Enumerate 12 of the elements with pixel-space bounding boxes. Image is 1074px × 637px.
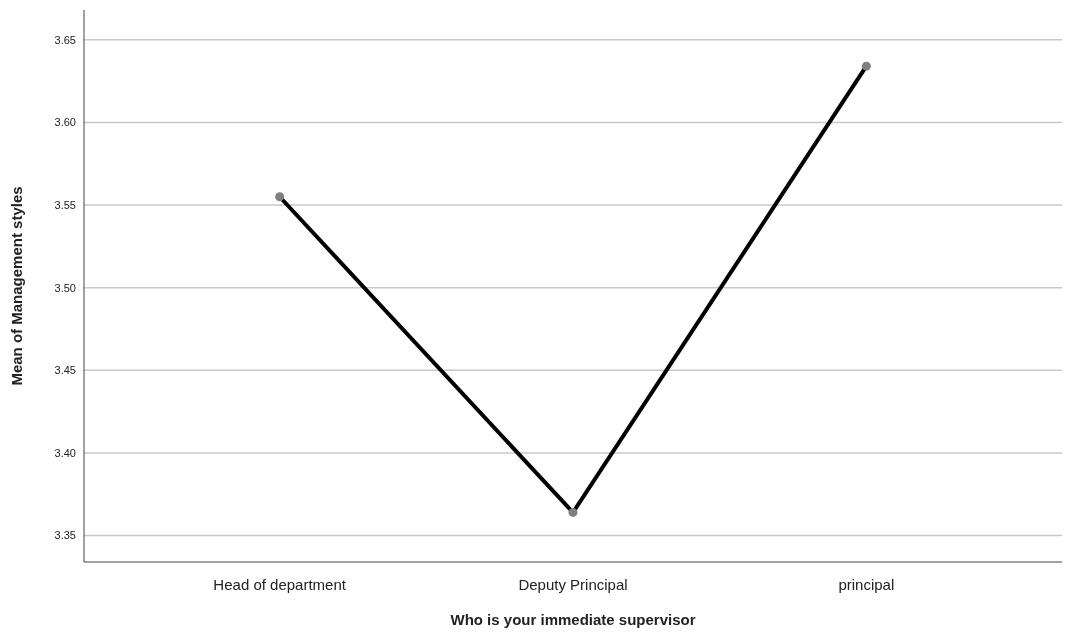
y-tick-label: 3.60 (54, 116, 76, 129)
x-tick-label: Head of department (213, 576, 347, 593)
y-axis-title: Mean of Management styles (8, 186, 25, 386)
y-tick-label: 3.45 (54, 364, 76, 377)
y-tick-label: 3.65 (54, 33, 76, 46)
y-tick-label: 3.50 (54, 281, 76, 294)
x-axis-title: Who is your immediate supervisor (450, 611, 696, 628)
x-tick-label: principal (838, 576, 895, 593)
y-tick-label: 3.35 (54, 529, 76, 542)
y-tick-label: 3.55 (54, 198, 76, 211)
y-tick-label: 3.40 (54, 446, 76, 459)
x-tick-label: Deputy Principal (518, 576, 628, 593)
